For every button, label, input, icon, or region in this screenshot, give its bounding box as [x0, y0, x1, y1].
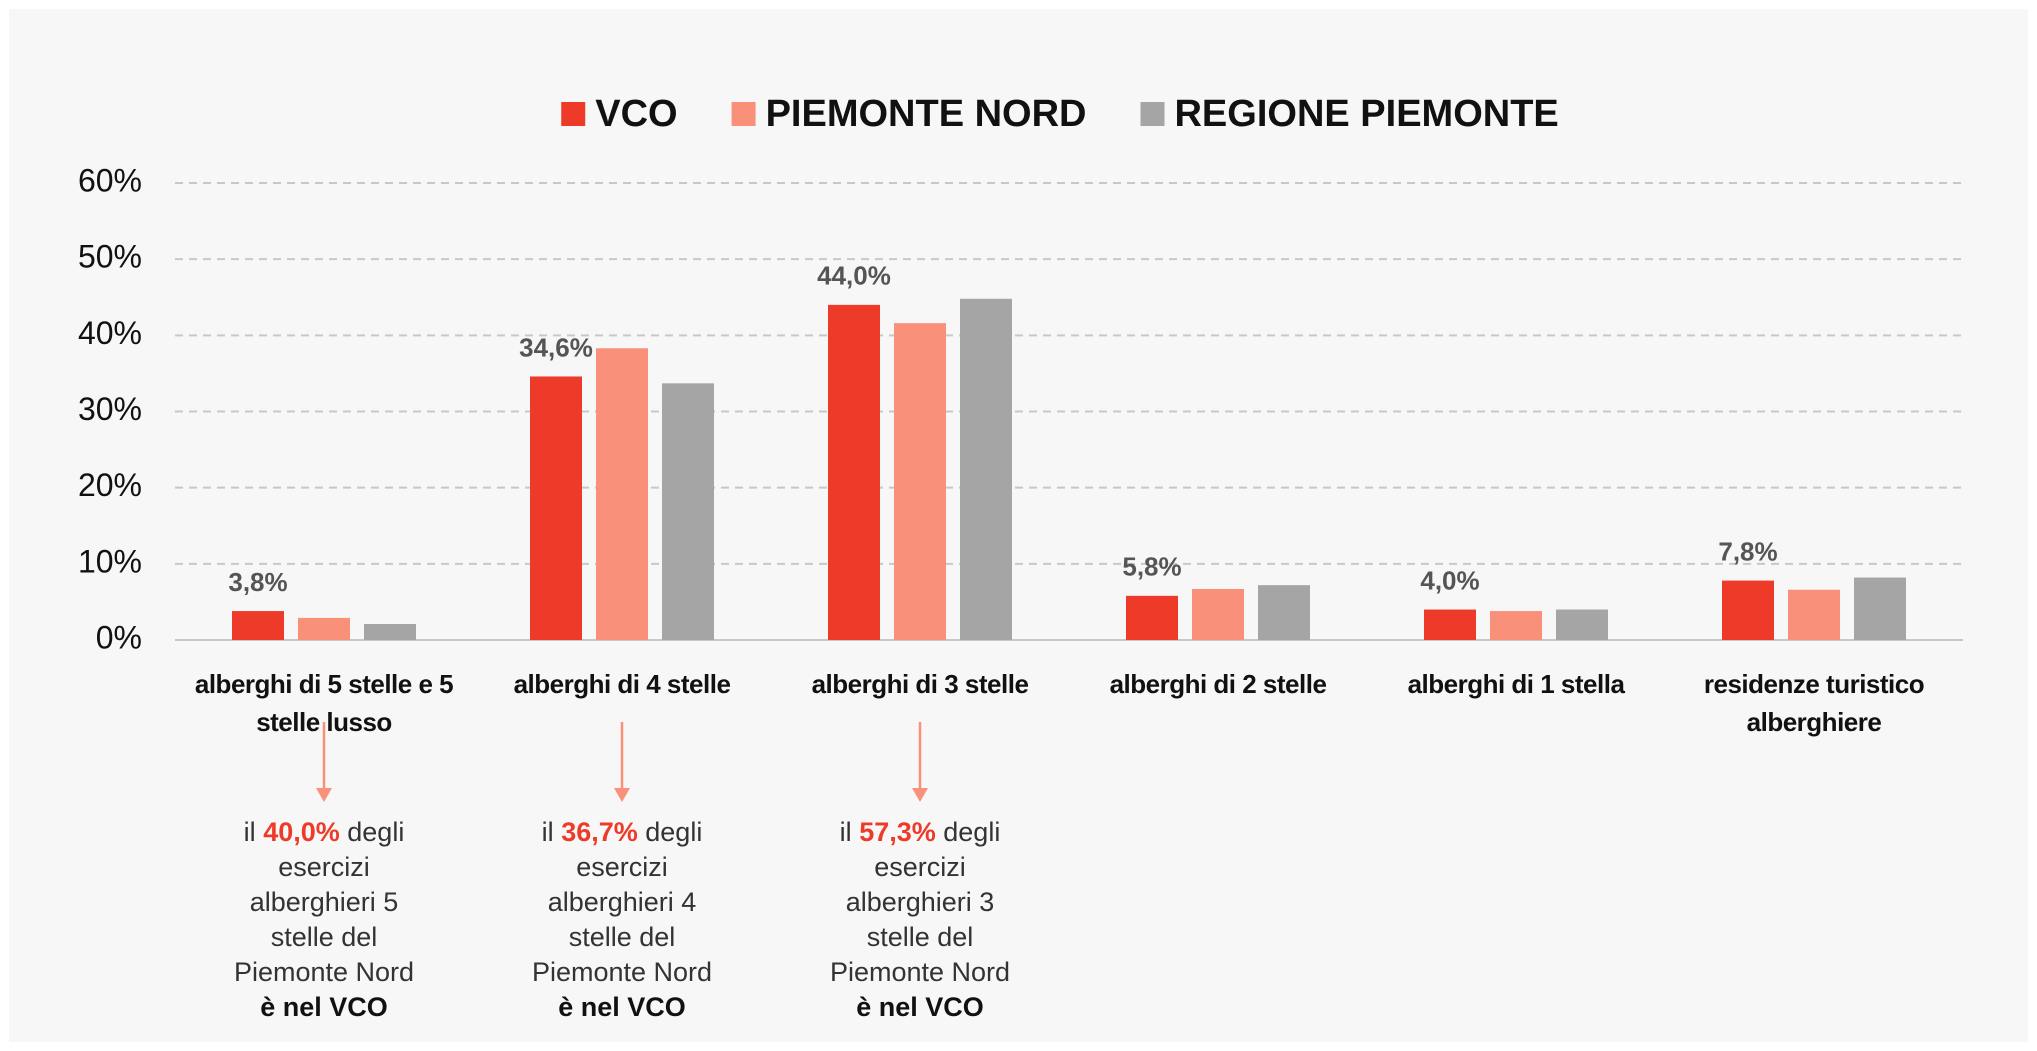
annotation: il 57,3% degli esercizi alberghieri 3 st…: [820, 815, 1020, 1025]
value-label: 44,0%: [817, 261, 891, 291]
bar: [1722, 580, 1774, 640]
bar: [232, 611, 284, 640]
annotation-bold: è nel VCO: [856, 992, 984, 1022]
annotation-prefix: il: [243, 817, 256, 847]
annotation-text: degli esercizi alberghieri 5 stelle del …: [233, 817, 415, 987]
bar: [1854, 577, 1906, 640]
value-label: 3,8%: [228, 567, 287, 597]
bar: [364, 624, 416, 640]
value-label: 4,0%: [1420, 565, 1479, 595]
legend-swatch: [1140, 102, 1165, 126]
bar: [596, 348, 648, 640]
annotation-highlight: 40,0%: [263, 817, 340, 847]
bar: [1126, 595, 1178, 640]
legend-label: REGIONE PIEMONTE: [1174, 93, 1558, 135]
x-tick-label: alberghi di 2 stelle: [1109, 669, 1327, 699]
bar: [960, 298, 1012, 640]
annotation-highlight: 36,7%: [561, 817, 638, 847]
bar: [1258, 585, 1310, 640]
value-label: 34,6%: [519, 332, 593, 362]
annotation-bold: è nel VCO: [260, 992, 388, 1022]
legend-swatch: [731, 102, 756, 126]
y-tick-label: 60%: [78, 162, 142, 198]
bar: [662, 383, 714, 640]
bar: [1490, 611, 1542, 640]
legend: VCO PIEMONTE NORD REGIONE PIEMONTE: [561, 93, 1559, 135]
y-tick-label: 0%: [96, 619, 142, 655]
value-label: 5,8%: [1122, 552, 1181, 582]
arrow-head: [316, 788, 332, 802]
bar: [530, 376, 582, 640]
annotation-prefix: il: [839, 817, 852, 847]
annotation-bold: è nel VCO: [558, 992, 686, 1022]
annotation: il 40,0% degli esercizi alberghieri 5 st…: [224, 815, 424, 1025]
x-tick-label: alberghi di 1 stella: [1407, 669, 1625, 699]
arrow-head: [912, 788, 928, 802]
legend-label: VCO: [595, 93, 677, 135]
annotation-highlight: 57,3%: [859, 817, 936, 847]
legend-item: VCO: [561, 93, 678, 135]
bar: [298, 617, 350, 640]
legend-item: REGIONE PIEMONTE: [1140, 93, 1559, 135]
value-label: 7,8%: [1718, 536, 1777, 566]
y-tick-label: 40%: [78, 315, 142, 351]
x-tick-label: residenze turistico alberghiere: [1703, 669, 1925, 737]
bar: [828, 304, 880, 640]
y-tick-label: 30%: [78, 391, 142, 427]
legend-label: PIEMONTE NORD: [766, 93, 1087, 135]
legend-item: PIEMONTE NORD: [731, 93, 1087, 135]
annotation: il 36,7% degli esercizi alberghieri 4 st…: [522, 815, 722, 1025]
annotation-text: degli esercizi alberghieri 3 stelle del …: [829, 817, 1011, 987]
x-tick-label: alberghi di 5 stelle e 5 stelle lusso: [194, 669, 454, 737]
bar: [1192, 588, 1244, 640]
chart-area: 0% 10% 20% 30% 40% 50% 60% VCO PIEMONTE NORD REGI…: [9, 9, 2028, 1042]
y-tick-label: 50%: [78, 239, 142, 275]
annotation-prefix: il: [541, 817, 554, 847]
bar: [894, 323, 946, 640]
bar: [1424, 609, 1476, 640]
x-tick-label: alberghi di 3 stelle: [811, 669, 1029, 699]
arrow-head: [614, 788, 630, 802]
bar: [1556, 609, 1608, 640]
annotation-text: degli esercizi alberghieri 4 stelle del …: [531, 817, 713, 987]
y-tick-label: 20%: [78, 467, 142, 503]
bar: [1788, 589, 1840, 640]
y-tick-label: 10%: [78, 543, 142, 579]
x-tick-label: alberghi di 4 stelle: [513, 669, 731, 699]
legend-swatch: [561, 102, 586, 126]
